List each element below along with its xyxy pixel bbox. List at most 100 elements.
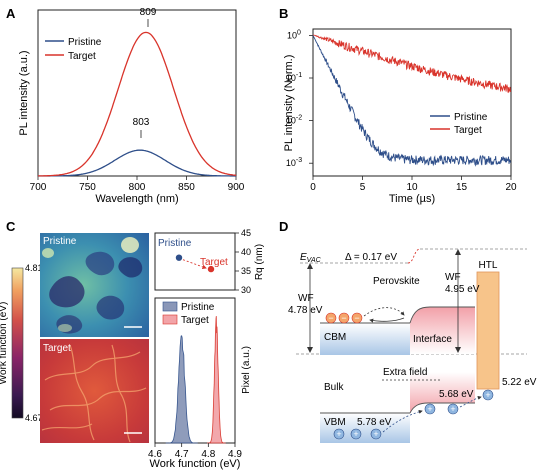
- bulk-label: Bulk: [324, 382, 344, 393]
- rq-scatter: 45 40 35 30 Rq (nm) Pristine Target: [154, 228, 265, 295]
- x-tick-label-a: 700: [30, 182, 47, 193]
- y-tick-label-b: 10-2: [286, 115, 302, 126]
- interface-label: Interface: [413, 334, 452, 345]
- legend-a: Pristine Target: [45, 37, 102, 62]
- legend-swatch-target-hist: [162, 314, 178, 325]
- interface-vb-edge: [409, 402, 475, 414]
- x-tick-label-hist: 4.9: [228, 449, 242, 460]
- wf-right-label: WF: [445, 272, 461, 283]
- axes-b: 0 5 10 15 20 100 10-1 10-2 10-3: [286, 29, 517, 193]
- panel-label-b: B: [279, 6, 288, 21]
- plot-frame-a: [37, 9, 237, 177]
- panel-c: Work function (eV) 4.815 4.675 Pristine …: [0, 228, 265, 470]
- electron-return: [369, 317, 405, 323]
- y-axis-label-rq: Rq (nm): [254, 244, 265, 280]
- rq-trend-arrow: [182, 259, 207, 269]
- svg-text:−: −: [328, 313, 333, 323]
- x-axis-label-b: Time (µs): [389, 193, 435, 205]
- series-line-pristine: [38, 149, 236, 177]
- y-axis-label-b: PL intensity (Norm.): [283, 55, 295, 152]
- panel-label-c: C: [6, 219, 16, 234]
- panel-a: 700 750 800 850 900 Wavelength (nm) PL inten…: [18, 7, 245, 205]
- plot-frame-b: [312, 28, 512, 177]
- colorbar-label: Work function (eV): [0, 302, 9, 385]
- y-tick-label-b: 100: [287, 29, 301, 40]
- legend-label-target-b: Target: [454, 125, 482, 136]
- hole-6: [482, 389, 494, 401]
- x-tick-label-hist: 4.7: [175, 449, 189, 460]
- extra-field-label: Extra field: [383, 367, 427, 378]
- y-tick-label-b: 10-3: [286, 157, 302, 168]
- svg-text:+: +: [353, 429, 358, 439]
- wf-left-value: 4.78 eV: [288, 305, 323, 316]
- svg-text:+: +: [336, 429, 341, 439]
- vbm-label: VBM: [324, 417, 346, 428]
- electron-1: [325, 312, 337, 324]
- x-tick-label-b: 15: [456, 182, 468, 193]
- histogram-pristine: [165, 335, 198, 444]
- panel-b: 0 5 10 15 20 100 10-1 10-2 10-3 Time (µs) PL int…: [283, 28, 517, 205]
- y-tick-label-rq: 40: [241, 247, 251, 257]
- electrons: − − −: [325, 307, 405, 324]
- series-line-target: [38, 31, 237, 177]
- x-axis-hist: 4.6 4.7 4.8 4.9: [148, 443, 242, 460]
- x-tick-label-a: 750: [79, 182, 96, 193]
- x-axis-a: 700 750 800 850 900: [30, 176, 245, 193]
- x-tick-label-a: 850: [178, 182, 195, 193]
- colorbar-min: 4.675: [25, 413, 48, 423]
- htl-block: [476, 271, 500, 390]
- histogram-target: [207, 316, 226, 444]
- electron-2: [338, 312, 350, 324]
- legend-label-pristine-hist: Pristine: [181, 302, 215, 313]
- panel-label-a: A: [6, 6, 16, 21]
- legend-hist: Pristine Target: [162, 301, 215, 326]
- series-line-pristine-b: [312, 35, 511, 167]
- legend-label-target-hist: Target: [181, 315, 209, 326]
- wf-histogram: 4.6 4.7 4.8 4.9 Work function (eV) Pixel (a…: [148, 297, 252, 470]
- panel-d: EVAC Δ = 0.17 eV Perovskite CBM Interfac…: [288, 248, 537, 443]
- x-tick-label-b: 20: [505, 182, 517, 193]
- rq-label-pristine: Pristine: [158, 238, 192, 249]
- hole-3: [370, 428, 382, 440]
- legend-label-pristine-b: Pristine: [454, 112, 488, 123]
- x-axis-label-a: Wavelength (nm): [95, 193, 178, 205]
- x-tick-label-hist: 4.8: [201, 449, 215, 460]
- wf-left-label: WF: [298, 293, 314, 304]
- htl-value: 5.22 eV: [502, 377, 537, 388]
- x-tick-label-b: 10: [406, 182, 418, 193]
- wf-right-value: 4.95 eV: [445, 284, 480, 295]
- rq-point-pristine: [175, 254, 183, 261]
- x-tick-label-a: 800: [129, 182, 146, 193]
- hole-2: [350, 428, 362, 440]
- x-axis-label-hist: Work function (eV): [150, 458, 241, 470]
- svg-text:+: +: [485, 390, 490, 400]
- svg-text:+: +: [450, 404, 455, 414]
- vacuum-step: [407, 248, 421, 264]
- pristine-map-label: Pristine: [43, 236, 77, 247]
- delta-label: Δ = 0.17 eV: [345, 252, 397, 263]
- plot-frame-rq: [154, 232, 236, 291]
- svg-text:+: +: [427, 404, 432, 414]
- y-tick-label-b: 10-1: [286, 72, 302, 83]
- rq-point-target: [207, 265, 215, 273]
- x-tick-label-b: 5: [360, 182, 366, 193]
- y-tick-label-rq: 45: [241, 228, 251, 238]
- target-map: Target: [40, 339, 149, 443]
- interface-region-top: [410, 307, 475, 354]
- target-map-label: Target: [43, 343, 71, 354]
- series-line-target-b: [312, 34, 511, 94]
- panel-label-d: D: [279, 219, 288, 234]
- perovskite-label: Perovskite: [373, 276, 420, 287]
- svg-text:+: +: [373, 429, 378, 439]
- legend-label-pristine: Pristine: [68, 37, 102, 48]
- electron-3: [351, 312, 363, 324]
- legend-label-target: Target: [68, 51, 96, 62]
- interface-cb-edge: [409, 306, 475, 324]
- y-axis-rq: 45 40 35 30: [235, 228, 251, 295]
- cbm-label: CBM: [324, 332, 346, 343]
- x-tick-label-a: 900: [228, 182, 245, 193]
- electron-path: [363, 307, 405, 317]
- hole-path-1: [382, 409, 423, 433]
